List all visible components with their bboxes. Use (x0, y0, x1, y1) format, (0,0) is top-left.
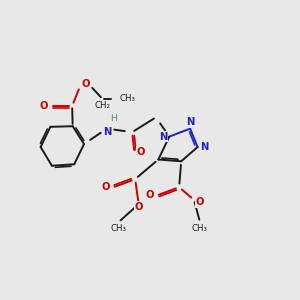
Text: O: O (196, 197, 204, 207)
Text: O: O (101, 182, 110, 192)
Text: CH₃: CH₃ (192, 224, 208, 233)
Text: O: O (82, 79, 90, 89)
Text: N: N (103, 127, 111, 136)
Text: N: N (200, 142, 208, 152)
Text: O: O (134, 202, 143, 212)
Text: H: H (110, 114, 117, 123)
Text: N: N (186, 117, 194, 127)
Text: CH₃: CH₃ (119, 94, 135, 103)
Text: CH₃: CH₃ (111, 224, 127, 233)
Text: CH₂: CH₂ (94, 101, 110, 110)
Text: O: O (137, 147, 146, 157)
Text: O: O (39, 101, 48, 111)
Text: O: O (146, 190, 154, 200)
Text: N: N (159, 132, 167, 142)
